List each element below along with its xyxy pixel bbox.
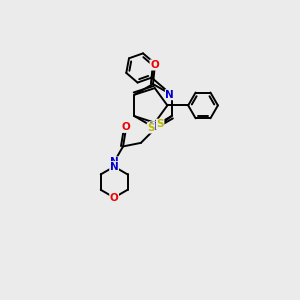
Text: O: O: [150, 60, 159, 70]
Text: O: O: [121, 122, 130, 132]
Text: N: N: [110, 162, 118, 172]
Text: N: N: [149, 122, 158, 132]
Text: S: S: [156, 119, 164, 129]
Text: S: S: [147, 123, 155, 133]
Text: O: O: [110, 193, 118, 202]
Text: N: N: [110, 157, 118, 167]
Text: N: N: [165, 90, 174, 100]
